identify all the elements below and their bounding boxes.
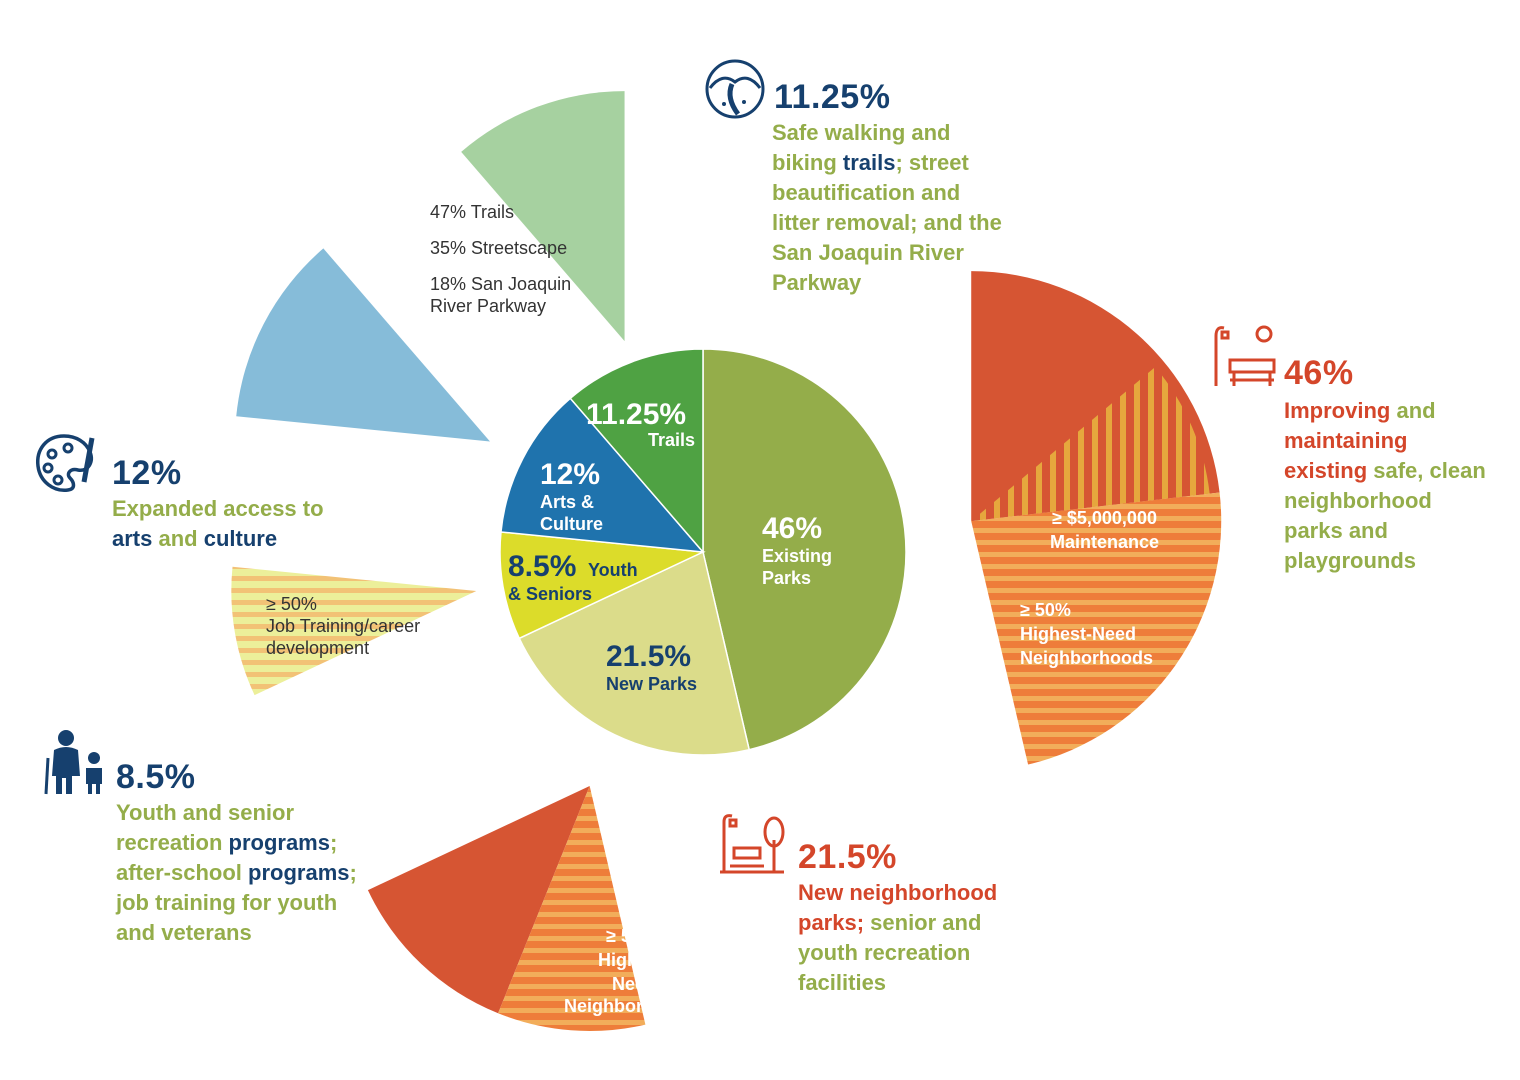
new-parks-description: New neighborhood parks; senior and youth r… [798,878,997,998]
description-run: senior and [864,910,982,935]
highest-need-breakout-1: ≥ 50% [1020,600,1071,620]
description-run: ; street [895,150,969,175]
description-run: trails [842,150,896,175]
description-run: playgrounds [1284,548,1417,573]
description-run: Expanded access to [112,496,324,521]
pie-slice-arts_culture [500,397,705,553]
trails-description: Safe walking and biking trails; street bea… [772,118,1002,298]
description-run: arts [112,526,153,551]
trails-breakout-2: 35% Streetscape [430,238,568,258]
trails-breakout-wedge [461,91,625,342]
palette-icon [36,434,95,492]
description-run: parks and [1284,518,1388,543]
pie-slice-trails [569,348,704,555]
description-run: parks; [798,910,865,935]
slice-label-existing-parks-pct: 46% [762,512,822,545]
description-run: biking [772,150,843,175]
slice-label-youth-2: & Seniors [508,584,592,604]
highest-need-breakout-2: Highest-Need [1020,624,1137,644]
slice-label-arts-2: Culture [540,514,603,534]
new-parks-breakout-2: Highest- [598,950,670,970]
existing-parks-percent: 46% [1284,354,1354,392]
maintenance-breakout-2: Maintenance [1050,532,1160,552]
description-run: maintaining [1284,428,1408,453]
senior-child-icon [44,730,102,795]
slice-label-arts-1: Arts & [540,492,594,512]
youth-seniors-description: Youth and senior recreation programs; afte… [116,798,357,948]
slice-label-trails-pct: 11.25% [586,398,686,431]
trails-breakout-3: 18% San Joaquin [430,274,572,294]
description-run: youth recreation [798,940,971,965]
slice-label-existing-parks-1: Existing [762,546,832,566]
trail-icon [705,59,765,119]
maintenance-breakout-1: ≥ $5,000,000 [1052,508,1157,528]
description-run: Improving [1284,398,1391,423]
description-run: Youth and senior [116,800,295,825]
youth-seniors-percent: 8.5% [116,758,196,796]
description-run: after-school [116,860,249,885]
new-parks-breakout-4: Neighborhoods [564,996,697,1016]
bench-lamp-icon [1214,325,1276,386]
pie-slice-new_parks [518,550,751,756]
job-training-breakout-2: Job Training/career [266,616,421,636]
new-parks-highest-need-wedge [498,785,646,1031]
description-run: facilities [798,970,887,995]
slice-label-arts-pct: 12% [540,458,600,491]
slice-label-new-parks-pct: 21.5% [606,640,691,673]
slice-label-trails-1: Trails [648,430,695,450]
description-run: ; [329,830,338,855]
description-run: and [1390,398,1436,423]
highest-need-breakout-3: Neighborhoods [1020,648,1153,668]
pie-slice-youth_seniors [499,531,706,640]
description-run: litter removal; and the [772,210,1002,235]
description-run: San Joaquin River [772,240,964,265]
park-bench-tree-icon [720,814,785,874]
pie-slice-existing_parks [702,348,907,751]
trails-breakout-1: 47% Trails [430,202,515,222]
arts-description: Expanded access to arts and culture [112,494,324,554]
description-run: New neighborhood [798,880,998,905]
existing-parks-description: Improving and maintaining existing safe, c… [1284,396,1486,576]
slice-label-existing-parks-2: Parks [762,568,811,588]
youth-breakout-wedge [231,566,477,696]
new-parks-percent: 21.5% [798,838,897,876]
slice-label-youth-1: Youth [588,560,638,580]
description-run: and veterans [116,920,252,945]
arts-breakout-wedge [236,248,490,442]
description-run: and [152,526,204,551]
job-training-breakout-3: development [266,638,370,658]
slice-label-new-parks-1: New Parks [606,674,697,694]
description-run: Parkway [772,270,862,295]
existing-parks-highest-need-wedge [971,492,1222,765]
new-parks-breakout-1: ≥ 50% [606,926,657,946]
job-training-breakout-1: ≥ 50% [266,594,317,614]
new-parks-outer-wedge [367,785,590,1014]
description-run: safe, clean [1367,458,1486,483]
description-run: ; [349,860,357,885]
new-parks-breakout-3: Need [612,974,657,994]
slice-label-youth-pct: 8.5% [508,550,576,583]
trails-breakout-4: River Parkway [430,296,547,316]
description-run: Safe walking and [772,120,951,145]
description-run: existing [1284,458,1368,483]
trails-percent: 11.25% [774,78,891,116]
description-run: job training for youth [116,890,338,915]
description-run: neighborhood [1284,488,1432,513]
description-run: recreation [116,830,229,855]
arts-percent: 12% [112,454,182,492]
description-run: culture [203,526,278,551]
description-run: programs [228,830,330,855]
description-run: programs [248,860,350,885]
existing-parks-maintenance-stripes [971,366,1210,522]
description-run: beautification and [772,180,961,205]
